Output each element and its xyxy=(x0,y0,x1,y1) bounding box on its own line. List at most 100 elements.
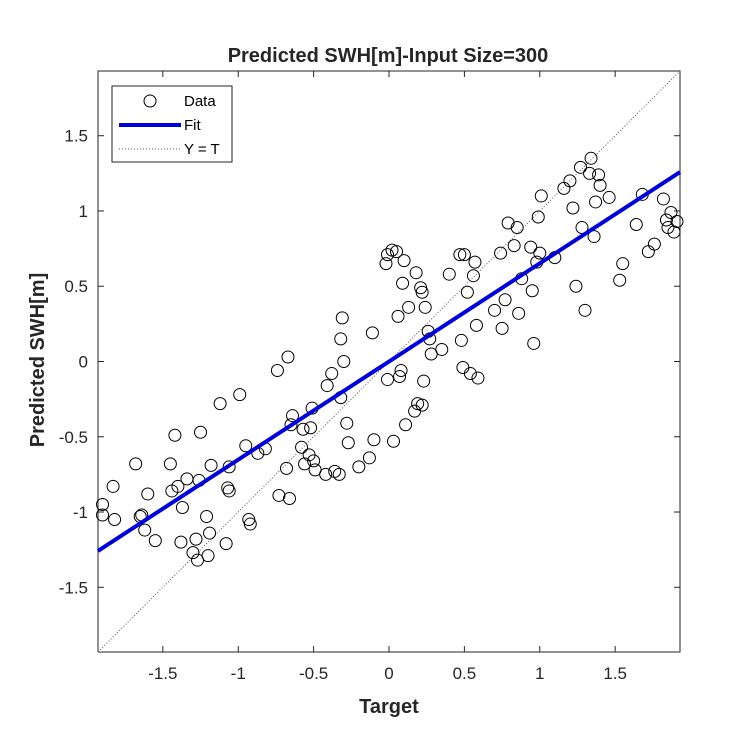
data-point xyxy=(616,257,630,271)
data-point xyxy=(379,257,393,271)
data-point xyxy=(670,215,684,229)
data-point xyxy=(171,479,185,493)
data-point xyxy=(295,440,309,454)
x-tick-label: -1 xyxy=(231,664,246,683)
data-point xyxy=(409,266,423,280)
data-point xyxy=(501,216,515,230)
y-tick-label: -1 xyxy=(73,503,88,522)
data-point xyxy=(415,285,429,299)
data-point xyxy=(573,160,587,174)
data-point xyxy=(566,201,580,215)
data-point xyxy=(279,461,293,475)
data-point xyxy=(457,248,471,262)
data-point xyxy=(593,178,607,192)
y-tick-label: 1 xyxy=(79,202,88,221)
data-point xyxy=(334,332,348,346)
data-point xyxy=(415,398,429,412)
data-point xyxy=(534,189,548,203)
data-point xyxy=(141,487,155,501)
data-point xyxy=(174,535,188,549)
data-point xyxy=(380,373,394,387)
data-point xyxy=(533,246,547,260)
data-point xyxy=(243,517,257,531)
axis-ticks: -1.5 -1 -0.5 0 0.5 1 1.5 -1.5 -1 -0.5 0 0.5 1 1.5 xyxy=(59,71,680,683)
data-point xyxy=(418,300,432,314)
data-point xyxy=(282,491,296,505)
legend-fit-label: Fit xyxy=(184,117,201,134)
data-point xyxy=(390,245,404,259)
data-point xyxy=(399,418,413,432)
data-point xyxy=(175,501,189,515)
data-point xyxy=(647,237,661,251)
x-tick-label: -1.5 xyxy=(148,664,177,683)
data-point xyxy=(129,457,143,471)
data-point xyxy=(380,248,394,262)
y-tick-label: 1.5 xyxy=(64,127,88,146)
data-point xyxy=(656,192,670,206)
data-point xyxy=(335,311,349,325)
data-point xyxy=(186,546,200,560)
data-point xyxy=(362,451,376,465)
data-point xyxy=(417,374,431,388)
data-point xyxy=(510,221,524,235)
data-point xyxy=(96,508,110,522)
data-point xyxy=(592,168,606,182)
data-point xyxy=(471,371,485,385)
x-tick-label: 1.5 xyxy=(603,664,627,683)
x-axis-label: Target xyxy=(359,696,419,718)
data-point xyxy=(463,367,477,381)
data-point xyxy=(200,510,214,524)
data-point xyxy=(524,240,538,254)
data-point xyxy=(298,457,312,471)
data-point xyxy=(498,293,512,307)
data-point xyxy=(270,364,284,378)
data-point xyxy=(286,409,300,423)
data-point xyxy=(563,174,577,188)
data-point xyxy=(222,460,236,474)
data-point xyxy=(569,279,583,293)
data-point xyxy=(527,336,541,350)
data-point xyxy=(469,318,483,332)
data-point xyxy=(340,416,354,430)
data-point xyxy=(365,326,379,340)
x-tick-label: 0.5 xyxy=(453,664,477,683)
data-point xyxy=(233,388,247,402)
data-point xyxy=(495,321,509,335)
data-point xyxy=(387,434,401,448)
data-point xyxy=(659,213,673,227)
chart-title: Predicted SWH[m]-Input Size=300 xyxy=(228,45,549,67)
fit-line-layer xyxy=(96,170,682,553)
data-point xyxy=(108,513,122,527)
data-point xyxy=(578,303,592,317)
data-point xyxy=(460,285,474,299)
data-point xyxy=(319,467,333,481)
data-point xyxy=(213,397,227,411)
data-point xyxy=(664,205,678,219)
data-point xyxy=(328,464,342,478)
data-point xyxy=(106,479,120,493)
data-point xyxy=(613,273,627,287)
data-point xyxy=(397,254,411,268)
y-tick-label: 0.5 xyxy=(64,277,88,296)
data-point xyxy=(402,300,416,314)
data-point xyxy=(189,532,203,546)
data-point xyxy=(494,246,508,260)
data-point xyxy=(96,497,110,511)
x-tick-label: -0.5 xyxy=(299,664,328,683)
data-point xyxy=(453,248,467,262)
data-point xyxy=(168,428,182,442)
data-point xyxy=(512,306,526,320)
data-point xyxy=(488,303,502,317)
data-point xyxy=(203,526,217,540)
data-point xyxy=(587,230,601,244)
data-point xyxy=(629,218,643,232)
data-point xyxy=(454,333,468,347)
data-point xyxy=(304,421,318,435)
data-point xyxy=(352,460,366,474)
data-point xyxy=(194,425,208,439)
data-point xyxy=(284,418,298,432)
data-point xyxy=(507,239,521,253)
data-point xyxy=(325,367,339,381)
data-point xyxy=(219,537,233,551)
